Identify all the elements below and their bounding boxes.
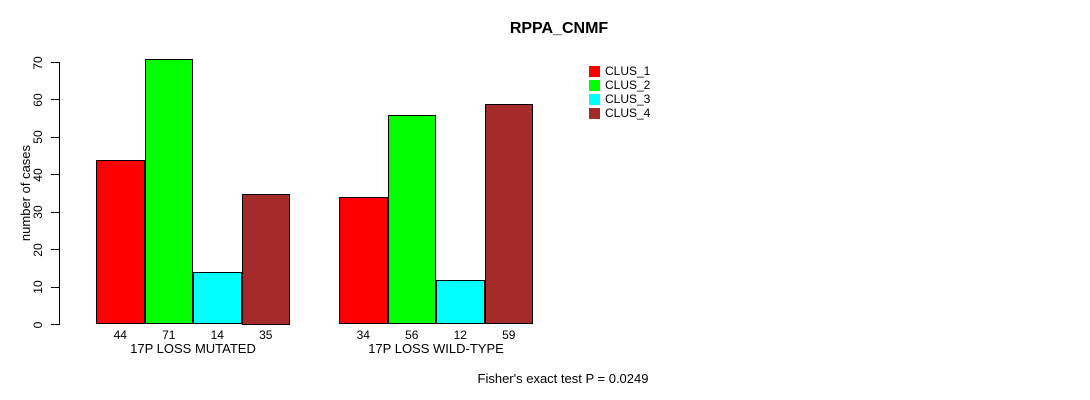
legend-item-clus_2: CLUS_2: [589, 78, 650, 92]
y-tick-label: 0: [31, 321, 45, 328]
bar-value-label: 12: [453, 328, 467, 342]
legend: CLUS_1 CLUS_2 CLUS_3 CLUS_4: [589, 64, 650, 120]
bar-clus_1-group1: [96, 159, 145, 325]
y-tick: [51, 174, 60, 176]
bar-value-label: 34: [356, 328, 370, 342]
legend-swatch: [589, 79, 600, 91]
bar-value-label: 14: [210, 328, 224, 342]
y-tick: [51, 99, 60, 101]
chart-title: RPPA_CNMF: [509, 20, 609, 37]
y-tick-label: 10: [31, 280, 45, 294]
bar-clus_3-group2: [436, 279, 485, 325]
fisher-test-note: Fisher's exact test P = 0.0249: [477, 371, 649, 386]
group-label: 17P LOSS MUTATED: [130, 341, 256, 356]
bar-value-label: 59: [502, 328, 516, 342]
y-tick: [51, 211, 60, 213]
group-label: 17P LOSS WILD-TYPE: [368, 341, 504, 356]
bar-clus_4-group1: [241, 193, 290, 325]
y-tick-label: 20: [31, 242, 45, 257]
bar-value-label: 71: [162, 328, 176, 342]
legend-item-clus_3: CLUS_3: [589, 92, 650, 106]
legend-item-clus_4: CLUS_4: [589, 106, 650, 120]
legend-label: CLUS_3: [605, 92, 651, 106]
bar-clus_3-group1: [193, 272, 242, 325]
y-tick-label: 40: [31, 168, 45, 182]
y-tick: [51, 249, 60, 251]
y-tick: [51, 62, 60, 63]
y-tick-label: 30: [31, 205, 45, 219]
y-tick-label: 50: [31, 130, 45, 145]
legend-label: CLUS_1: [605, 64, 651, 78]
y-tick-label: 60: [31, 93, 45, 107]
bar-value-label: 44: [113, 328, 127, 342]
bar-clus_1-group2: [339, 197, 388, 325]
y-tick: [51, 286, 60, 288]
y-tick: [51, 324, 60, 325]
legend-label: CLUS_2: [605, 78, 651, 92]
legend-item-clus_1: CLUS_1: [589, 64, 650, 78]
bar-clus_2-group2: [387, 114, 436, 325]
bar-clus_2-group1: [144, 58, 193, 325]
legend-swatch: [589, 65, 600, 77]
legend-label: CLUS_4: [605, 106, 651, 120]
y-tick: [51, 136, 60, 138]
legend-swatch: [589, 107, 600, 119]
legend-swatch: [589, 93, 600, 105]
y-axis-line: [59, 62, 60, 325]
y-tick-label: 70: [31, 55, 45, 70]
bar-value-label: 35: [259, 328, 273, 342]
bar-value-label: 56: [405, 328, 419, 342]
bar-clus_4-group2: [484, 103, 533, 325]
